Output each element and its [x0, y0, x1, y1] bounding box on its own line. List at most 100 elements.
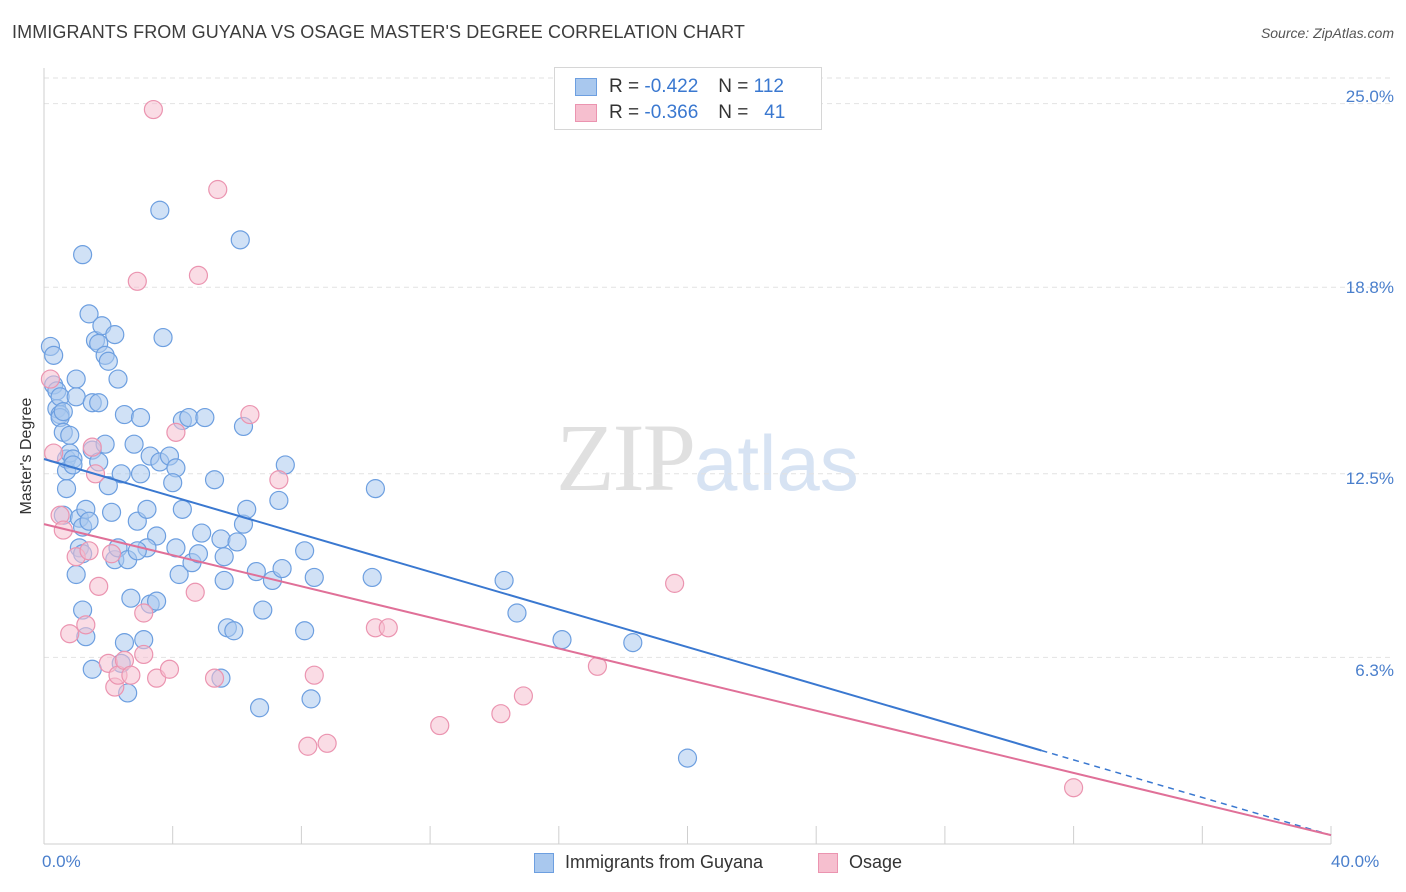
- data-point: [76, 615, 96, 635]
- data-point: [665, 573, 685, 593]
- n-label: N =: [718, 102, 749, 123]
- data-point: [121, 588, 141, 608]
- data-point: [60, 425, 80, 445]
- data-point: [301, 689, 321, 709]
- data-point: [513, 686, 534, 706]
- data-point: [224, 621, 244, 641]
- data-point: [82, 437, 102, 457]
- x-tick-label-min: 0.0%: [42, 852, 81, 871]
- data-point: [188, 265, 209, 285]
- osage-legend-label: Osage: [849, 852, 903, 872]
- r-label: R =: [609, 102, 640, 123]
- data-point: [108, 369, 128, 389]
- data-point: [98, 476, 118, 496]
- data-point: [66, 564, 86, 585]
- data-point: [137, 499, 157, 519]
- data-point: [195, 407, 215, 428]
- data-point: [66, 369, 86, 389]
- data-point: [111, 464, 131, 484]
- y-tick-label: 6.3%: [1355, 661, 1394, 680]
- y-tick-label: 18.8%: [1345, 278, 1394, 297]
- n-label: N =: [718, 76, 749, 97]
- data-point: [56, 479, 77, 499]
- trend-lines: [43, 458, 1332, 837]
- data-point: [378, 618, 398, 638]
- data-point: [172, 499, 192, 519]
- data-point: [134, 603, 154, 623]
- data-point: [105, 325, 125, 345]
- data-point: [204, 470, 225, 490]
- data-point: [317, 733, 337, 753]
- osage-swatch: [575, 104, 597, 122]
- chart-title: IMMIGRANTS FROM GUYANA VS OSAGE MASTER'S…: [12, 22, 746, 42]
- legend-row-guyana: R = -0.422 N = 112: [575, 75, 784, 99]
- data-point: [185, 582, 205, 602]
- y-axis-label: Master's Degree: [18, 397, 35, 515]
- watermark-atlas: atlas: [694, 419, 859, 507]
- stats-legend: R = -0.422 N = 112 R = -0.366 N = 41: [554, 67, 822, 130]
- data-point: [101, 544, 122, 564]
- source-credit: Source: ZipAtlas.com: [1260, 25, 1394, 41]
- data-point: [677, 748, 698, 768]
- data-point: [192, 523, 212, 543]
- data-point: [130, 464, 151, 484]
- data-point: [130, 407, 151, 428]
- y-tick-label: 25.0%: [1345, 87, 1394, 106]
- data-point: [362, 567, 382, 588]
- guyana-swatch: [575, 78, 597, 96]
- data-point: [295, 621, 315, 641]
- data-point: [89, 576, 109, 596]
- n-value: 112: [753, 76, 784, 97]
- n-value: 41: [764, 102, 786, 123]
- legend-item-osage: Osage: [818, 852, 902, 873]
- data-point: [188, 544, 209, 564]
- data-point: [60, 624, 80, 644]
- data-point: [552, 630, 572, 650]
- data-point: [204, 668, 225, 688]
- data-point: [214, 570, 234, 591]
- x-tick-label-max: 40.0%: [1331, 852, 1380, 871]
- data-point: [79, 511, 99, 531]
- data-point: [214, 547, 234, 567]
- data-point: [269, 490, 289, 511]
- data-point: [79, 541, 99, 561]
- r-label: R =: [609, 76, 640, 97]
- data-point: [295, 541, 315, 561]
- data-point: [159, 659, 180, 679]
- data-point: [166, 422, 186, 442]
- data-point: [494, 570, 514, 591]
- grid-lines: [44, 77, 1390, 658]
- data-point: [121, 665, 141, 685]
- data-point: [365, 479, 386, 499]
- data-point: [163, 473, 183, 493]
- data-point: [114, 404, 135, 425]
- data-point: [73, 245, 93, 265]
- legend-item-guyana: Immigrants from Guyana: [534, 852, 763, 873]
- data-point: [89, 393, 109, 413]
- data-point: [66, 387, 86, 407]
- data-point: [623, 633, 643, 653]
- data-point: [147, 591, 167, 611]
- data-point: [269, 470, 289, 490]
- data-point: [134, 644, 154, 665]
- data-point: [153, 327, 173, 348]
- data-point: [430, 715, 450, 736]
- data-point: [150, 200, 170, 220]
- osage-legend-swatch: [818, 852, 838, 873]
- guyana-legend-swatch: [534, 852, 554, 873]
- data-point: [507, 603, 527, 623]
- r-value: -0.422: [644, 76, 699, 97]
- data-point: [53, 402, 73, 422]
- zipatlas-watermark: ZIPatlas: [556, 402, 859, 513]
- data-point: [179, 407, 199, 428]
- data-point: [304, 567, 324, 588]
- y-tick-label: 12.5%: [1345, 469, 1394, 488]
- guyana-trend-line: [43, 458, 1042, 752]
- data-point: [211, 529, 231, 549]
- watermark-zip: ZIP: [556, 404, 696, 511]
- guyana-trend-extension: [1041, 749, 1332, 836]
- data-point: [298, 736, 318, 756]
- data-point: [98, 351, 118, 371]
- data-point: [143, 99, 163, 120]
- data-point: [124, 434, 144, 454]
